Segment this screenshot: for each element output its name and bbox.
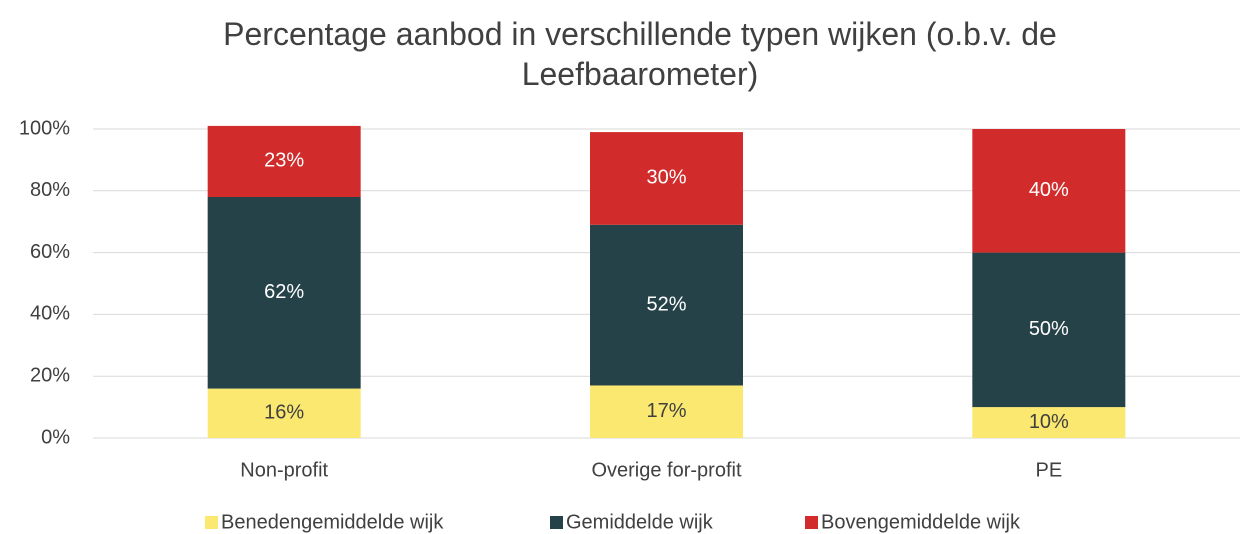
y-tick-label: 0% xyxy=(41,426,70,448)
legend-swatch xyxy=(550,516,563,529)
bar-segment xyxy=(207,388,361,438)
y-tick-label: 20% xyxy=(30,364,70,386)
bar-segment xyxy=(972,252,1126,408)
chart-title: Percentage aanbod in verschillende typen… xyxy=(223,16,1057,92)
y-tick-label: 40% xyxy=(30,303,70,325)
data-label: 17% xyxy=(646,400,686,422)
bar-segment xyxy=(972,129,1126,253)
bar-segment xyxy=(590,132,743,225)
legend-label: Benedengemiddelde wijk xyxy=(221,511,444,533)
legend-swatch xyxy=(805,516,818,529)
data-label: 16% xyxy=(264,402,304,424)
legend-label: Gemiddelde wijk xyxy=(566,511,714,533)
data-label: 30% xyxy=(646,167,686,189)
bar-segment xyxy=(207,196,361,389)
bar-segment xyxy=(207,125,361,197)
bar-segment xyxy=(590,385,743,438)
y-tick-label: 100% xyxy=(19,117,70,139)
bar-segment xyxy=(972,407,1126,438)
legend-swatch xyxy=(205,516,218,529)
data-label: 52% xyxy=(646,293,686,315)
x-tick-label: PE xyxy=(1035,459,1062,481)
y-tick-label: 80% xyxy=(30,179,70,201)
bar-segment xyxy=(590,224,743,386)
data-label: 62% xyxy=(264,281,304,303)
legend-label: Bovengemiddelde wijk xyxy=(821,511,1021,533)
x-tick-label: Non-profit xyxy=(240,459,328,481)
data-label: 23% xyxy=(264,150,304,172)
y-tick-label: 60% xyxy=(30,241,70,263)
x-tick-label: Overige for-profit xyxy=(591,459,741,481)
data-label: 50% xyxy=(1029,318,1069,340)
data-label: 10% xyxy=(1029,411,1069,433)
data-label: 40% xyxy=(1029,179,1069,201)
